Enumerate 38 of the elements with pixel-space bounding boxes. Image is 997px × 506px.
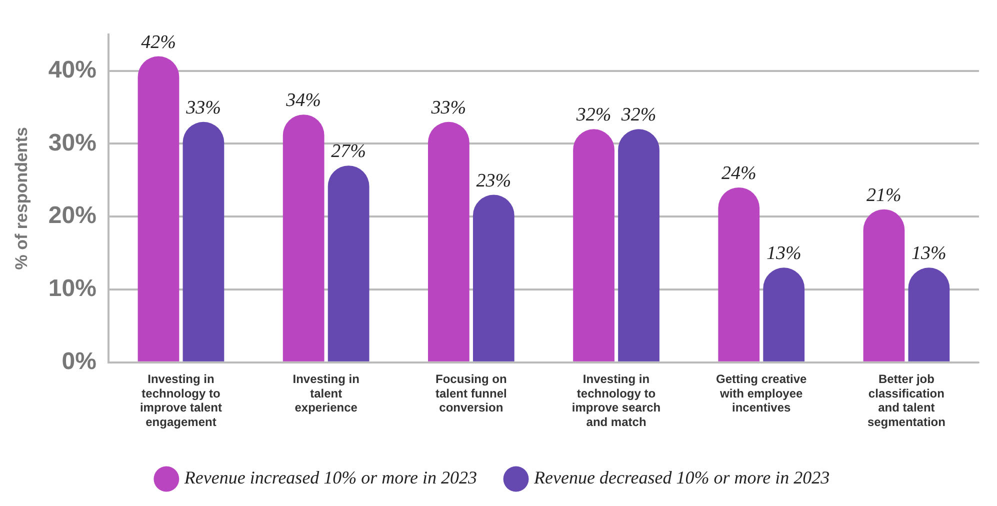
x-tick-label: Getting creative with employee incentives	[716, 372, 808, 415]
data-label: 24%	[721, 162, 756, 184]
x-tick-label: Investing in technology to improve talent engagement	[140, 372, 222, 430]
data-label: 33%	[185, 97, 221, 118]
data-label: 13%	[766, 243, 802, 264]
y-axis-title: % of respondents	[12, 127, 31, 270]
data-label: 33%	[430, 97, 466, 118]
data-label: 21%	[866, 184, 902, 206]
data-label: 32%	[620, 104, 656, 126]
data-label: 32%	[575, 104, 612, 126]
bar	[282, 114, 324, 362]
data-label: 23%	[476, 170, 512, 192]
y-tick-label: 20%	[48, 202, 96, 230]
x-tick-label: Better job classification and talent segmentation	[867, 372, 946, 430]
bar	[763, 268, 805, 362]
data-label: 27%	[331, 141, 366, 162]
bar	[863, 209, 905, 362]
bar	[908, 268, 950, 362]
bar	[573, 129, 614, 362]
bar	[182, 122, 224, 362]
bar	[428, 122, 470, 362]
x-tick-label: Focusing on talent funnel conversion	[436, 372, 507, 415]
legend-label: Revenue increased 10% or more in 2023	[183, 468, 478, 488]
x-tick-label: Investing in talent experience	[292, 372, 360, 415]
legend-label: Revenue decreased 10% or more in 2023	[533, 468, 830, 488]
y-tick-label: 10%	[48, 275, 96, 302]
bar	[138, 56, 180, 362]
bar	[718, 187, 760, 362]
bar	[328, 166, 370, 362]
y-tick-label: 30%	[48, 129, 96, 156]
data-label: 13%	[912, 243, 946, 264]
y-tick-label: 0%	[62, 348, 96, 376]
y-tick-label: 40%	[48, 56, 96, 84]
bar	[618, 129, 660, 362]
data-label: 34%	[285, 90, 321, 112]
bar	[472, 194, 514, 362]
x-tick-label: Investing in technology to improve search and match	[572, 372, 661, 430]
data-label: 42%	[141, 32, 176, 53]
